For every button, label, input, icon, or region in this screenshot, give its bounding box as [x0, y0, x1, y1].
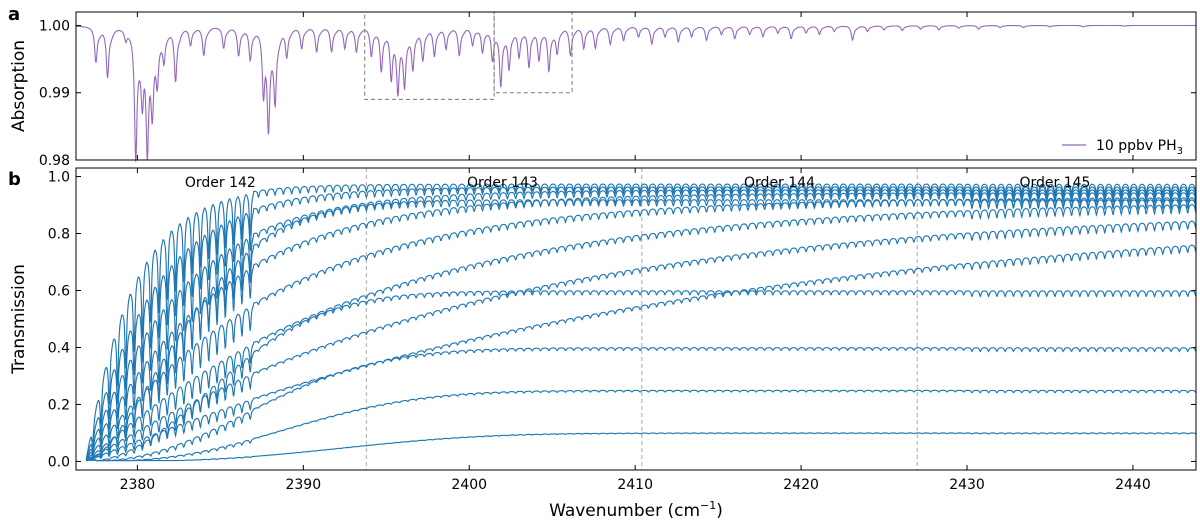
legend-label: 10 ppbv PH3 — [1096, 138, 1183, 157]
transmission-curve — [85, 189, 1197, 461]
order-labels: Order 142 Order 143 Order 144 Order 145 — [185, 175, 1091, 191]
y-tick-label-b: 1.0 — [48, 170, 70, 186]
y-tick-label-b: 0.6 — [48, 284, 70, 300]
transmission-chart: 0.0 0.2 0.4 0.6 0.8 1.0 2380 2390 2400 2410 2420 24… — [9, 167, 1197, 521]
legend-label-prefix: 10 ppbv PH — [1096, 138, 1177, 154]
y-tick-label-b: 0.8 — [48, 227, 70, 243]
absorption-chart: 0.98 0.99 1.00 Absorption 10 ppbv PH3 — [9, 11, 1197, 169]
transmission-curve — [86, 199, 1197, 461]
transmission-y-axis-label: Transmission — [9, 264, 29, 375]
transmission-ticks: 0.0 0.2 0.4 0.6 0.8 1.0 2380 2390 2400 2410 2420 24… — [48, 168, 1196, 493]
transmission-curve — [86, 290, 1197, 462]
absorption-axes-frame — [75, 11, 1197, 161]
y-tick-label-b: 0.0 — [48, 454, 70, 470]
transmission-curves — [85, 183, 1197, 462]
order-label: Order 145 — [1019, 175, 1090, 191]
order-label: Order 144 — [744, 175, 815, 191]
absorption-ticks: 0.98 0.99 1.00 — [39, 12, 1196, 169]
x-tick-label: 2380 — [120, 477, 156, 493]
transmission-axes-frame — [75, 167, 1197, 471]
order-boundaries — [365, 168, 918, 470]
x-axis-label-end: ) — [716, 501, 723, 521]
absorption-series-line — [76, 24, 1196, 162]
absorption-y-axis-label: Absorption — [9, 40, 29, 132]
x-axis-label-main: Wavenumber (cm — [549, 501, 700, 521]
transmission-curve — [86, 197, 1197, 461]
transmission-curve — [86, 244, 1197, 461]
transmission-x-axis-label: Wavenumber (cm−1) — [549, 499, 723, 521]
order-label: Order 142 — [185, 175, 256, 191]
zoom-box — [493, 11, 573, 94]
panel-label-b: b — [8, 169, 21, 190]
transmission-curve — [86, 347, 1197, 462]
order-label: Order 143 — [467, 175, 538, 191]
zoom-boxes — [364, 11, 573, 101]
x-tick-label: 2410 — [617, 477, 653, 493]
x-axis-label-superscript: −1 — [700, 499, 716, 512]
legend-label-subscript: 3 — [1177, 146, 1183, 157]
x-tick-label: 2420 — [783, 477, 819, 493]
transmission-curve — [85, 183, 1197, 461]
y-tick-label-b: 0.4 — [48, 340, 70, 356]
x-tick-label: 2390 — [285, 477, 321, 493]
x-tick-label: 2430 — [949, 477, 985, 493]
transmission-curve — [86, 204, 1197, 461]
x-tick-label: 2440 — [1115, 477, 1151, 493]
transmission-curve — [85, 186, 1197, 461]
y-tick-label-b: 0.2 — [48, 397, 70, 413]
zoom-box — [364, 11, 495, 101]
y-tick-label-a: 1.00 — [39, 18, 70, 34]
panel-label-a: a — [8, 4, 20, 25]
y-tick-label-a: 0.98 — [39, 153, 70, 169]
y-tick-label-a: 0.99 — [39, 86, 70, 102]
absorption-legend: 10 ppbv PH3 — [1062, 138, 1183, 157]
x-tick-label: 2400 — [451, 477, 487, 493]
transmission-curve — [86, 432, 1197, 462]
transmission-curve — [86, 389, 1197, 462]
transmission-curve — [86, 192, 1197, 461]
transmission-curve — [86, 220, 1197, 461]
